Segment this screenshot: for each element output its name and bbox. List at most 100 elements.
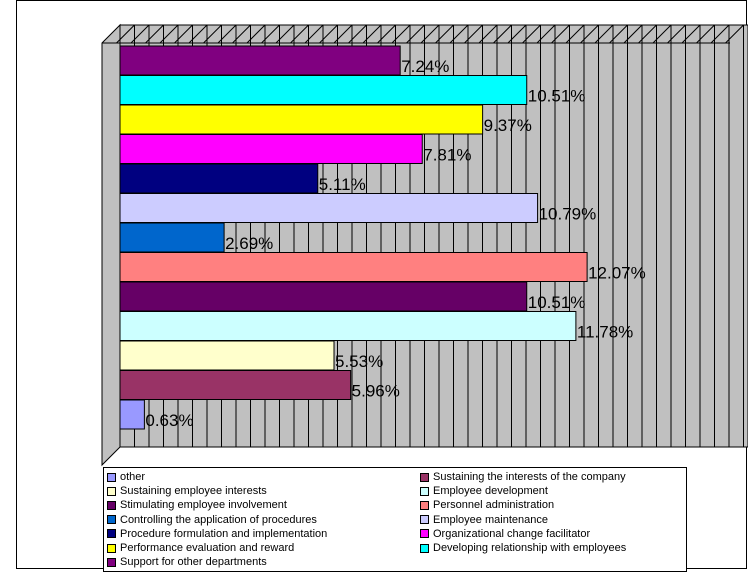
gridline [377,24,396,44]
legend-item: Stimulating employee involvement [107,499,287,511]
legend-swatch [107,486,116,496]
legend-label: Performance evaluation and reward [120,542,295,554]
gridline [594,24,614,44]
gridline [667,24,686,44]
legend-item: Support for other departments [107,556,267,568]
gridline [246,24,266,44]
legend-swatch [420,500,429,510]
gridline [565,24,585,44]
data-label: 5.96% [352,382,400,401]
data-label: 7.81% [423,146,471,165]
gridline [551,24,570,44]
gridline [203,24,222,44]
gridline [348,24,367,44]
legend-swatch [420,486,429,496]
legend-label: Developing relationship with employees [433,542,627,554]
bar [119,252,588,282]
bar [119,193,539,223]
gridline [710,24,730,44]
gridline [536,24,556,44]
legend-label: Personnel administration [433,499,555,512]
bar [119,370,352,400]
bar-chart: 7.24% 10.51% 9.37% 7.81% 5.11% 10.79% 2.69% 12.… [101,23,748,467]
gridline [522,24,541,44]
legend-label: Sustaining the interests of the company [433,471,626,483]
gridline [188,24,208,44]
gridline [406,24,425,44]
legend-item: Employee development [420,485,548,497]
gridline [319,24,338,44]
gridline [275,24,295,44]
gridline [652,24,672,44]
legend-label: Employee maintenance [433,513,548,526]
gridline [391,24,411,44]
legend-item: Personnel administration [420,499,554,511]
legend-item: Employee maintenance [420,514,548,526]
gridline [116,24,135,44]
gridline [623,24,643,44]
gridline [145,24,164,44]
gridline [217,24,237,44]
legend-item: Organizational change facilitator [420,528,590,540]
bar [119,311,577,341]
bar [119,340,335,371]
bar [119,163,319,194]
gridline [449,24,469,44]
gridline [696,24,715,44]
legend-swatch [420,472,429,482]
legend-swatch [107,529,116,539]
gridline [333,24,353,44]
gridline [420,24,440,44]
gridline [580,24,599,44]
gridline [464,24,483,44]
legend-swatch [107,543,116,553]
gridline [638,24,657,44]
gridline [507,24,527,44]
chart-area: 7.24% 10.51% 9.37% 7.81% 5.11% 10.79% 2.69% 12.… [16,0,748,572]
data-label: 12.07% [588,264,646,283]
gridline [493,24,512,44]
gridline [681,24,701,44]
gridline [304,24,324,44]
plot-side-wall [101,23,121,467]
legend-item: Sustaining the interests of the company [420,471,626,483]
legend-swatch [107,500,116,510]
gridline [478,24,498,44]
data-label: 10.51% [528,293,586,312]
legend-swatch [107,515,116,525]
legend-label: Controlling the application of procedure… [120,513,317,526]
legend-item: other [107,471,145,483]
legend-label: Support for other departments [120,556,267,569]
data-label: 9.37% [484,116,532,135]
bar [119,222,225,253]
gridline [232,24,251,44]
bar [119,281,528,312]
legend-label: Sustaining employee interests [120,485,267,498]
legend-swatch [420,515,429,525]
legend-item: Performance evaluation and reward [107,542,294,554]
legend-label: Employee development [433,485,548,498]
gridline [174,24,193,44]
gridline [261,24,280,44]
legend-item: Sustaining employee interests [107,485,267,497]
chart-legend: other Sustaining the interests of the com… [103,467,687,572]
legend-item: Developing relationship with employees [420,542,626,554]
bar [119,104,484,135]
legend-swatch [107,557,116,567]
bar [119,75,528,105]
legend-swatch [420,543,429,553]
gridline [130,24,150,44]
gridline [290,24,309,44]
gridline [362,24,382,44]
bar [119,134,423,164]
bar [119,45,401,76]
legend-swatch [107,472,116,482]
legend-label: Stimulating employee involvement [120,499,287,512]
data-label: 10.79% [539,205,597,224]
data-label: 0.63% [145,411,193,430]
data-label: 7.24% [401,57,449,76]
data-label: 5.53% [335,352,383,371]
gridline [159,24,179,44]
legend-swatch [420,529,429,539]
data-label: 2.69% [225,234,273,253]
